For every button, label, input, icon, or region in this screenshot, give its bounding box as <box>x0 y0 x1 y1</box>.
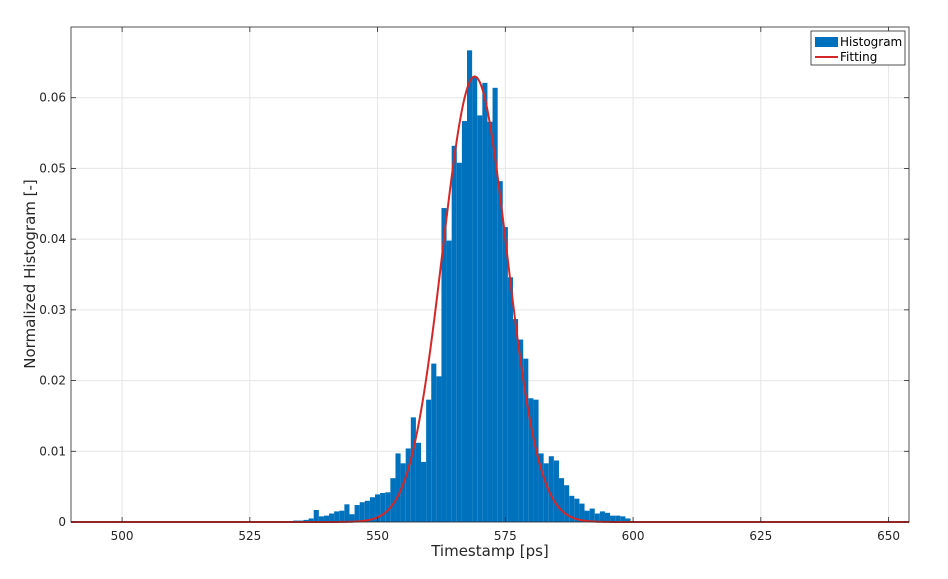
histogram-bar <box>558 478 565 522</box>
x-tick-label: 500 <box>111 529 134 543</box>
histogram-bar <box>431 363 437 522</box>
histogram-bar <box>569 495 575 522</box>
histogram-bar <box>487 121 493 522</box>
histogram-bar <box>564 485 570 522</box>
histogram-bar <box>456 162 462 522</box>
x-axis-label: Timestamp [ps] <box>430 542 549 560</box>
histogram-bar <box>441 208 447 522</box>
histogram-bar <box>385 492 391 522</box>
histogram-bar <box>410 417 416 522</box>
histogram-bar <box>553 460 559 522</box>
histogram-bar <box>339 510 345 522</box>
legend: Histogram Fitting <box>810 30 906 66</box>
x-tick-labels: 500 525 550 575 600 625 650 <box>111 529 900 543</box>
histogram-bar <box>620 516 626 522</box>
histogram-bar <box>543 463 549 522</box>
histogram-bar <box>318 516 324 522</box>
histogram-bar <box>518 339 524 522</box>
histogram-bar <box>610 515 616 522</box>
histogram-bar <box>497 181 503 522</box>
histogram-bar <box>461 121 468 523</box>
legend-histogram-label: Histogram <box>840 35 902 49</box>
x-tick-label: 625 <box>749 529 772 543</box>
histogram-bar <box>492 87 498 523</box>
y-tick-label: 0.01 <box>39 444 66 458</box>
histogram-bar <box>538 453 544 522</box>
legend-box <box>810 30 906 66</box>
x-tick-label: 600 <box>622 529 645 543</box>
histogram-bar <box>589 508 595 522</box>
histogram-bar <box>323 515 330 522</box>
x-tick-label: 650 <box>877 529 900 543</box>
histogram-bar <box>400 463 406 522</box>
histogram-bar <box>625 518 631 522</box>
y-tick-label: 0.03 <box>39 303 66 317</box>
histogram-bar <box>482 82 488 522</box>
histogram-bar <box>451 145 457 523</box>
x-tick-label: 525 <box>238 529 261 543</box>
histogram-bar <box>308 518 314 522</box>
histogram-bar <box>615 515 621 522</box>
histogram-bar <box>477 115 483 523</box>
histogram-bar <box>507 277 513 522</box>
histogram-bar <box>584 510 590 522</box>
histogram-bar <box>375 494 381 522</box>
histogram-bar <box>329 513 335 522</box>
y-axis-label: Normalized Histogram [-] <box>21 179 39 369</box>
legend-histogram-swatch <box>815 37 838 47</box>
y-tick-label: 0.05 <box>39 161 66 175</box>
histogram-bar <box>533 399 539 522</box>
histogram-bar <box>426 399 432 522</box>
histogram-bar <box>313 509 319 522</box>
y-tick-label: 0 <box>58 515 66 529</box>
histogram-bar <box>579 503 585 522</box>
y-tick-label: 0.02 <box>39 374 66 388</box>
histogram-bar <box>390 478 396 522</box>
histogram-bar <box>523 358 529 522</box>
histogram-bar <box>528 398 534 522</box>
x-tick-label: 575 <box>494 529 517 543</box>
histogram-bar <box>344 504 350 522</box>
histogram-bars <box>288 50 657 523</box>
histogram-bar <box>472 76 478 522</box>
plot-frame <box>70 26 910 523</box>
y-tick-labels: 0 0.01 0.02 0.03 0.04 0.05 0.06 <box>39 91 66 529</box>
x-tick-label: 550 <box>366 529 389 543</box>
histogram-bar <box>364 500 370 522</box>
histogram-bar <box>467 50 473 522</box>
histogram-bar <box>334 511 340 522</box>
legend-fitting-label: Fitting <box>840 50 877 64</box>
histogram-bar <box>354 505 360 522</box>
histogram-bar <box>369 497 376 522</box>
histogram-bar <box>548 456 554 522</box>
histogram-bar <box>604 512 611 522</box>
histogram-bar <box>359 502 365 522</box>
y-tick-label: 0.04 <box>39 232 66 246</box>
histogram-bar <box>405 448 411 522</box>
histogram-bar <box>574 498 580 522</box>
histogram-bar <box>502 227 508 522</box>
histogram-bar <box>303 519 309 522</box>
histogram-bar <box>415 442 422 522</box>
histogram-bar <box>380 493 386 522</box>
histogram-bar <box>512 319 519 522</box>
histogram-bar <box>446 240 452 523</box>
histogram-bar <box>395 453 401 522</box>
y-tick-label: 0.06 <box>39 91 66 105</box>
histogram-bar <box>599 511 605 522</box>
histogram-bar <box>594 513 600 522</box>
histogram-bar <box>421 461 427 522</box>
histogram-bar <box>436 376 442 522</box>
histogram-bar <box>349 514 355 522</box>
